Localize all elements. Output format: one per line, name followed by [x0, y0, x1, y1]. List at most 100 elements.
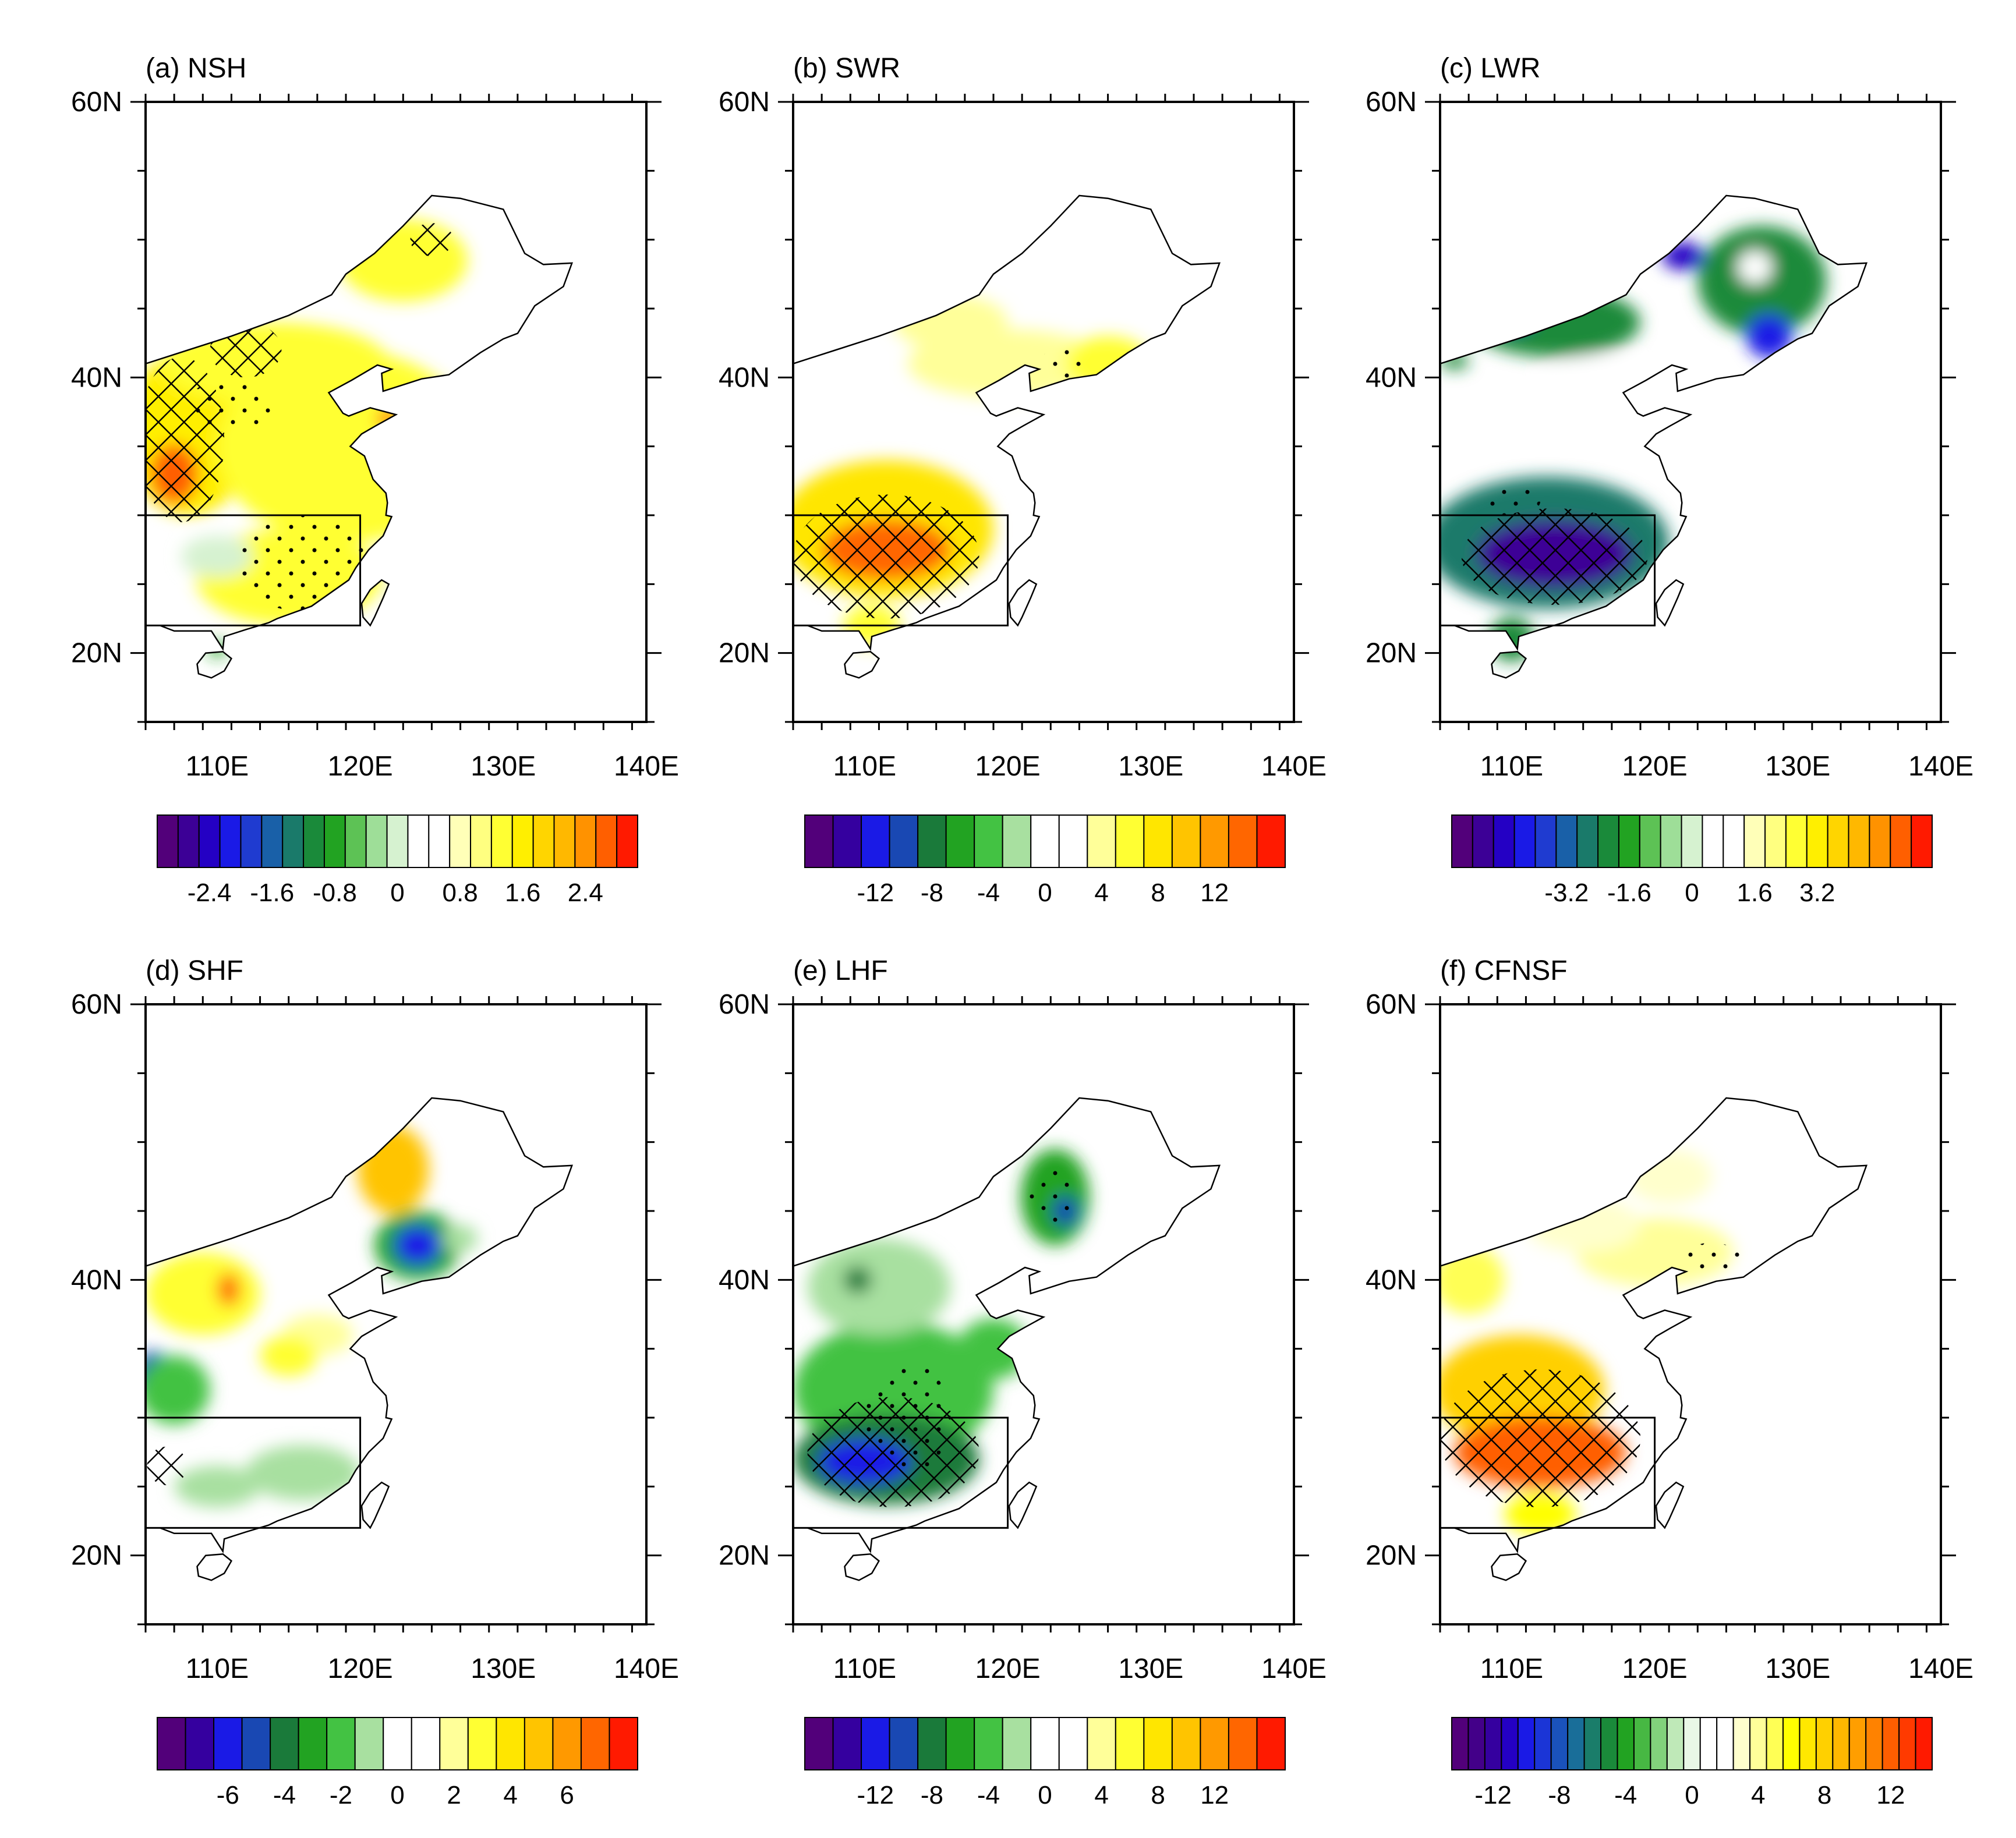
colorbar-label: -1.6: [250, 879, 294, 907]
colorbar-label: 12: [1200, 879, 1229, 907]
colorbar-swatch: [270, 1717, 299, 1770]
panel-title: (b) SWR: [793, 53, 900, 84]
coastline: [792, 1097, 1221, 1554]
colorbar-label: 4: [1094, 1781, 1108, 1809]
colorbar-swatch: [1832, 1717, 1850, 1770]
colorbar: -2.4 -1.6 -0.8 0 0.8 1.6 2.4: [157, 814, 638, 907]
colorbar-swatch: [616, 814, 638, 868]
colorbar-label: 8: [1817, 1781, 1831, 1809]
lat-tick-label: 20N: [71, 1540, 122, 1571]
colorbar-swatch: [1517, 1717, 1536, 1770]
lon-tick-label: 110E: [833, 1653, 897, 1684]
colorbar-swatch: [1576, 814, 1599, 868]
colorbar-label: -12: [857, 879, 894, 907]
plot-frame: [792, 1003, 1295, 1625]
colorbar-swatch: [177, 814, 200, 868]
hatch-significance: [793, 494, 979, 619]
colorbar-label: 6: [560, 1781, 574, 1809]
colorbar-label: -4: [273, 1781, 296, 1809]
colorbar-label: -6: [217, 1781, 239, 1809]
lat-tick-label: 60N: [1366, 989, 1417, 1020]
colorbar-swatch: [1451, 814, 1473, 868]
coastline: [844, 651, 880, 679]
lat-tick-label: 40N: [719, 362, 770, 393]
plot-frame: [792, 101, 1295, 723]
colorbar: -6 -4 -2 0 2 4 6: [157, 1717, 638, 1809]
map-panel: (d) SHF 60N 40N 20N 110E 120E 130E 140E -6 -4 -2 0 2…: [71, 955, 679, 1809]
field-layer: [1440, 195, 1867, 678]
colorbar-swatch: [574, 814, 597, 868]
coastline: [1491, 1553, 1527, 1581]
colorbar-label: 0: [1038, 879, 1052, 907]
colorbar-swatch: [185, 1717, 215, 1770]
colorbar-swatch: [1743, 814, 1766, 868]
colorbar-swatch: [1228, 1717, 1258, 1770]
plot-frame: [144, 1003, 648, 1625]
field-contour: [146, 1355, 210, 1425]
coastline: [144, 194, 574, 651]
lon-tick-label: 140E: [1261, 1653, 1327, 1684]
lon-tick-label: 120E: [1622, 1653, 1688, 1684]
colorbar-swatch: [1087, 814, 1116, 868]
panel-title: (d) SHF: [146, 955, 243, 986]
colorbar-swatch: [219, 814, 242, 868]
colorbar-swatch: [1881, 1717, 1900, 1770]
lat-tick-label: 20N: [719, 638, 770, 669]
colorbar-swatch: [1766, 1717, 1784, 1770]
coastline: [844, 1553, 880, 1581]
panel-title: (f) CFNSF: [1440, 955, 1568, 986]
hatch-significance: [1440, 1369, 1640, 1507]
colorbar-label: -12: [1474, 1781, 1512, 1809]
field-contour: [393, 587, 413, 609]
colorbar-swatch: [595, 814, 618, 868]
field-contour: [1738, 250, 1773, 284]
colorbar-swatch: [1716, 1717, 1734, 1770]
colorbar: -12 -8 -4 0 4 8 12: [804, 1717, 1286, 1809]
colorbar-label: 0: [1685, 879, 1699, 907]
colorbar-swatch: [1600, 1717, 1618, 1770]
colorbar-swatch: [1650, 1717, 1668, 1770]
colorbar-label: 4: [1094, 879, 1108, 907]
colorbar-swatch: [524, 1717, 554, 1770]
colorbar-swatch: [1911, 814, 1933, 868]
colorbar-swatch: [1002, 1717, 1032, 1770]
colorbar-swatch: [917, 1717, 947, 1770]
colorbar-swatch: [804, 814, 834, 868]
colorbar-swatch: [241, 1717, 271, 1770]
hatch-significance: [410, 223, 454, 257]
colorbar-swatch: [889, 1717, 919, 1770]
lon-tick-label: 140E: [1908, 751, 1973, 782]
field-contour: [146, 1252, 260, 1335]
map-panel: (b) SWR 60N 40N 20N 110E 120E 130E 140E -12 -8 -4 0…: [719, 53, 1327, 907]
field-contour: [246, 1445, 360, 1500]
colorbar-swatch: [1550, 1717, 1569, 1770]
plot-frame: [1439, 1003, 1942, 1625]
field-contour: [843, 1266, 872, 1294]
colorbar-swatch: [1484, 1717, 1502, 1770]
colorbar-label: 8: [1151, 879, 1165, 907]
colorbar-swatch: [157, 814, 179, 868]
colorbar-label: -8: [1548, 1781, 1571, 1809]
colorbar-swatch: [1115, 1717, 1145, 1770]
colorbar-swatch: [861, 1717, 890, 1770]
plot-frame: [1439, 101, 1942, 723]
colorbar-swatch: [609, 1717, 638, 1770]
colorbar-label: -2: [330, 1781, 352, 1809]
colorbar-swatch: [1256, 814, 1286, 868]
colorbar-swatch: [1827, 814, 1849, 868]
colorbar-swatch: [552, 1717, 582, 1770]
colorbar-swatch: [974, 814, 1003, 868]
colorbar-swatch: [1782, 1717, 1801, 1770]
colorbar-swatch: [213, 1717, 243, 1770]
field-contour: [893, 295, 1008, 350]
field-layer: [793, 1097, 1220, 1581]
field-contour: [443, 1224, 478, 1252]
lat-tick-label: 60N: [719, 87, 770, 118]
colorbar-label: 12: [1200, 1781, 1229, 1809]
coastline: [360, 579, 390, 627]
colorbar-swatch: [383, 1717, 412, 1770]
colorbar-label: -12: [857, 1781, 894, 1809]
colorbar-swatch: [1200, 1717, 1229, 1770]
colorbar-swatch: [303, 814, 325, 868]
